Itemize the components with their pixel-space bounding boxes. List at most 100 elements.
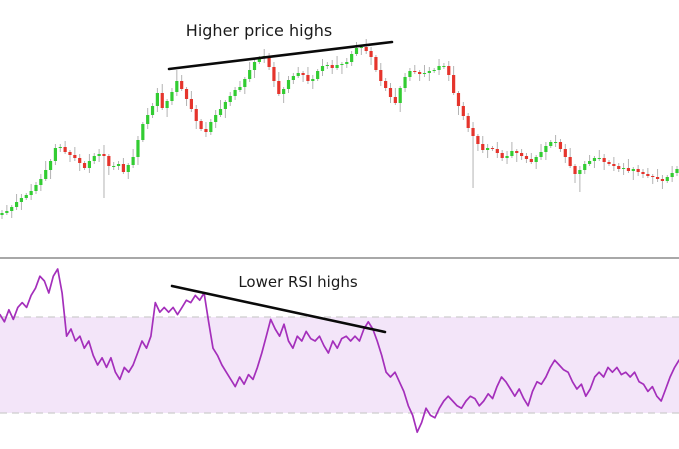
rsi-line xyxy=(0,268,679,434)
candle-body xyxy=(335,65,339,68)
candle xyxy=(646,168,650,178)
candle xyxy=(320,59,325,76)
candle-body xyxy=(466,116,470,128)
candle xyxy=(311,75,315,89)
candle xyxy=(617,163,621,172)
candle xyxy=(553,135,558,147)
candle xyxy=(592,156,597,168)
candle xyxy=(10,205,14,218)
candle-body xyxy=(44,170,48,179)
candle xyxy=(238,81,242,92)
candle-body xyxy=(393,97,397,103)
candle xyxy=(170,88,174,105)
candle xyxy=(354,42,359,56)
candle-body xyxy=(665,177,669,181)
candle xyxy=(447,61,451,81)
candle-body xyxy=(29,191,33,195)
candle-body xyxy=(670,173,674,177)
candle xyxy=(587,155,592,166)
candle xyxy=(306,67,310,84)
candle xyxy=(121,158,126,174)
candle-body xyxy=(354,48,359,54)
candle xyxy=(597,150,601,161)
candle xyxy=(68,150,72,162)
candle xyxy=(675,166,679,176)
candle-body xyxy=(553,142,558,143)
candle-body xyxy=(369,51,373,57)
candle xyxy=(184,87,189,106)
candle xyxy=(73,147,77,161)
candle-body xyxy=(155,93,159,106)
candle-body xyxy=(19,198,24,202)
candle-body xyxy=(631,169,635,171)
candle-body xyxy=(180,81,184,89)
candle-body xyxy=(578,170,582,174)
candle-body xyxy=(58,147,62,148)
candle xyxy=(636,165,640,176)
candle xyxy=(340,62,344,74)
candle xyxy=(243,77,247,94)
candle-body xyxy=(461,106,465,116)
candle-body xyxy=(573,166,577,174)
candle xyxy=(427,67,431,81)
candle xyxy=(194,105,198,129)
candle xyxy=(398,86,402,112)
candle xyxy=(500,150,504,161)
candle-body xyxy=(252,62,257,70)
candle xyxy=(44,161,48,181)
candle xyxy=(165,99,169,117)
candle-body xyxy=(597,158,601,159)
candle-body xyxy=(408,71,412,77)
candle xyxy=(175,70,179,96)
candle xyxy=(388,83,393,103)
candle xyxy=(141,122,145,142)
candle-body xyxy=(520,153,524,156)
candle xyxy=(544,142,548,160)
candle xyxy=(442,63,446,69)
candle-body xyxy=(175,81,179,92)
candle-body xyxy=(204,129,208,132)
candle xyxy=(5,205,9,215)
candle xyxy=(209,119,213,135)
candle-body xyxy=(359,47,363,48)
candle-body xyxy=(311,79,315,81)
candle-body xyxy=(68,152,72,155)
candle-body xyxy=(432,70,436,71)
candle-body xyxy=(427,71,431,73)
candle xyxy=(78,154,82,171)
candle xyxy=(228,92,232,106)
candle xyxy=(272,62,276,87)
candle xyxy=(14,194,19,210)
candle-body xyxy=(73,155,77,158)
candle xyxy=(403,73,407,92)
candle-body xyxy=(170,92,174,101)
candle-body xyxy=(150,106,155,115)
candle-body xyxy=(568,157,572,166)
candle-body xyxy=(160,93,164,108)
candle-body xyxy=(655,177,660,179)
candle xyxy=(136,136,140,165)
candle-body xyxy=(199,121,203,129)
candle xyxy=(160,84,164,110)
candle-body xyxy=(10,207,14,211)
candle xyxy=(277,72,281,96)
candle-body xyxy=(325,65,329,66)
candle xyxy=(199,119,203,131)
candle-body xyxy=(330,65,334,68)
candle xyxy=(626,159,631,173)
candle xyxy=(364,39,368,54)
candle-body xyxy=(364,47,368,51)
candle xyxy=(316,69,320,81)
candle-body xyxy=(471,128,475,136)
candle xyxy=(422,65,427,77)
candle-body xyxy=(301,73,305,75)
candle xyxy=(452,66,456,95)
candle xyxy=(252,58,257,78)
candle xyxy=(146,108,150,129)
candle xyxy=(233,87,237,100)
candle xyxy=(568,148,572,168)
candle xyxy=(549,140,553,148)
candle-body xyxy=(675,169,679,173)
